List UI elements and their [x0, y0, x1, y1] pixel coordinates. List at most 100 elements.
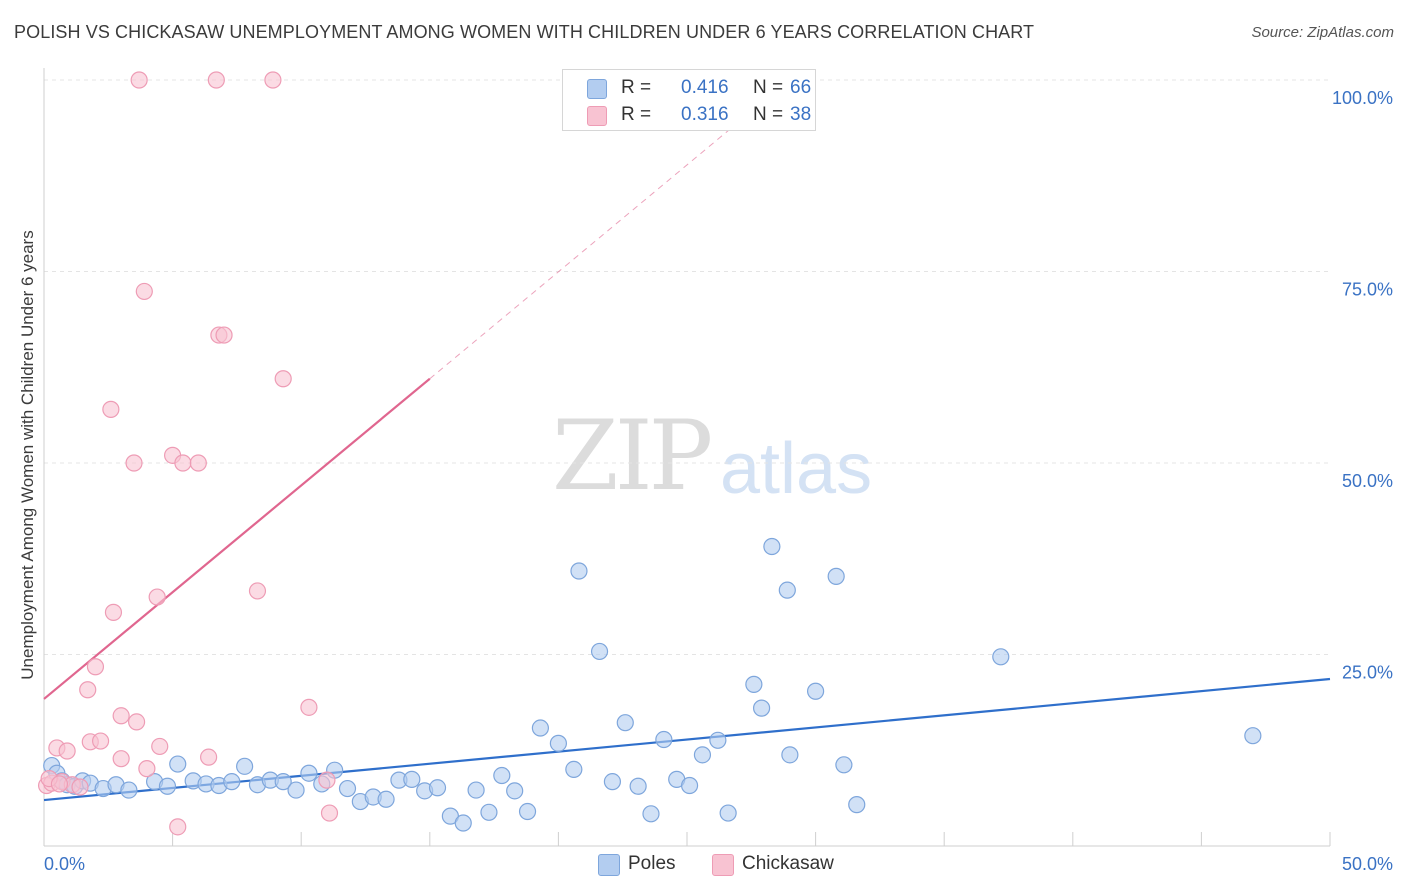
chickasaw-trend-extension	[429, 121, 739, 380]
chickasaw-point	[102, 400, 120, 418]
chickasaw-point	[200, 748, 218, 766]
poles-point	[680, 776, 699, 795]
poles-legend-swatch-icon	[598, 854, 620, 876]
poles-point	[616, 714, 634, 732]
chickasaw-point	[58, 742, 76, 760]
chickasaw-point	[104, 603, 123, 621]
y-tick-label: 75.0%	[1342, 280, 1393, 300]
poles-point	[565, 760, 583, 779]
chickasaw-point	[112, 750, 130, 768]
chickasaw-point	[91, 732, 110, 750]
chickasaw-trend-line	[43, 377, 431, 700]
poles-swatch-icon	[587, 79, 607, 99]
poles-point	[603, 773, 622, 791]
poles-point	[549, 734, 568, 752]
poles-point	[835, 756, 853, 774]
poles-point	[506, 782, 524, 800]
poles-point	[642, 805, 660, 823]
chickasaw-swatch-icon	[587, 106, 607, 126]
poles-point	[778, 581, 796, 599]
chart-title: POLISH VS CHICKASAW UNEMPLOYMENT AMONG W…	[14, 22, 1035, 42]
poles-point	[827, 567, 845, 585]
poles-point	[992, 648, 1010, 666]
poles-point	[300, 764, 318, 782]
chickasaw-point	[300, 698, 318, 716]
chickasaw-r-label: R =	[621, 104, 652, 125]
poles-point	[403, 770, 421, 788]
poles-point	[531, 719, 549, 737]
chickasaw-point	[207, 71, 225, 89]
y-tick-label: 50.0%	[1342, 471, 1393, 491]
grid-layer	[44, 79, 1330, 655]
chickasaw-point	[71, 778, 89, 796]
poles-point	[590, 642, 609, 661]
chickasaw-point	[135, 282, 153, 301]
chickasaw-point	[189, 454, 207, 472]
poles-point	[629, 777, 647, 795]
poles-point	[169, 755, 187, 773]
poles-r-value: 0.416	[681, 77, 729, 98]
chickasaw-point	[138, 760, 156, 778]
y-axis-label: Unemployment Among Women with Children U…	[18, 230, 37, 680]
chickasaw-point	[174, 454, 192, 472]
chickasaw-point	[169, 818, 187, 836]
trend-layer	[43, 121, 1331, 802]
poles-point	[745, 675, 763, 693]
chickasaw-point	[86, 658, 105, 676]
poles-point	[806, 682, 825, 700]
poles-point	[274, 773, 292, 791]
poles-point	[480, 803, 498, 821]
poles-point	[454, 814, 472, 832]
poles-point	[493, 766, 511, 785]
poles-point	[158, 777, 177, 795]
chickasaw-point	[127, 713, 146, 731]
chickasaw-point	[215, 326, 233, 344]
x-tick-label: 50.0%	[1342, 854, 1393, 874]
poles-point	[467, 781, 485, 799]
chickasaw-legend-label: Chickasaw	[742, 853, 834, 874]
poles-point	[752, 699, 771, 717]
x-tick-label: 0.0%	[44, 854, 85, 874]
poles-point	[570, 562, 588, 580]
tick-label-layer: 25.0% 50.0% 75.0% 100.0% 0.0% 50.0%	[44, 88, 1393, 874]
poles-point	[655, 730, 673, 749]
poles-point	[236, 757, 254, 775]
poles-point	[693, 746, 712, 764]
watermark-zip: ZIP	[552, 400, 713, 512]
y-tick-label: 25.0%	[1342, 663, 1393, 683]
chickasaw-point	[125, 454, 143, 472]
poles-point	[377, 790, 395, 808]
chickasaw-r-value: 0.316	[681, 104, 729, 125]
poles-n-value: 66	[790, 77, 812, 98]
chickasaw-point	[50, 775, 69, 793]
poles-point	[1244, 727, 1262, 745]
chickasaw-point	[130, 71, 148, 89]
watermark-atlas: atlas	[720, 429, 873, 509]
y-tick-label: 100.0%	[1332, 88, 1393, 108]
poles-point	[719, 804, 737, 822]
points-layer	[37, 71, 1262, 836]
poles-point	[120, 781, 138, 799]
poles-point	[287, 781, 305, 799]
axis-layer	[43, 68, 1331, 847]
poles-point	[781, 746, 799, 764]
chickasaw-point	[112, 707, 130, 725]
chickasaw-point	[79, 681, 97, 699]
poles-point	[518, 802, 537, 821]
poles-point	[223, 773, 241, 791]
chickasaw-point	[320, 804, 339, 822]
chickasaw-n-label: N =	[753, 104, 784, 125]
chickasaw-point	[248, 582, 267, 600]
chickasaw-point	[148, 588, 166, 606]
poles-n-label: N =	[753, 77, 784, 98]
chickasaw-point	[318, 771, 336, 789]
correlation-legend: R = 0.416 N = 66 R = 0.316 N = 38	[562, 69, 816, 131]
chickasaw-legend-swatch-icon	[712, 854, 734, 876]
chickasaw-n-value: 38	[790, 104, 812, 125]
poles-point	[428, 779, 447, 797]
chickasaw-point	[274, 370, 292, 388]
poles-r-label: R =	[621, 77, 652, 98]
poles-legend-label: Poles	[628, 853, 676, 874]
source-credit: Source: ZipAtlas.com	[1251, 24, 1394, 41]
